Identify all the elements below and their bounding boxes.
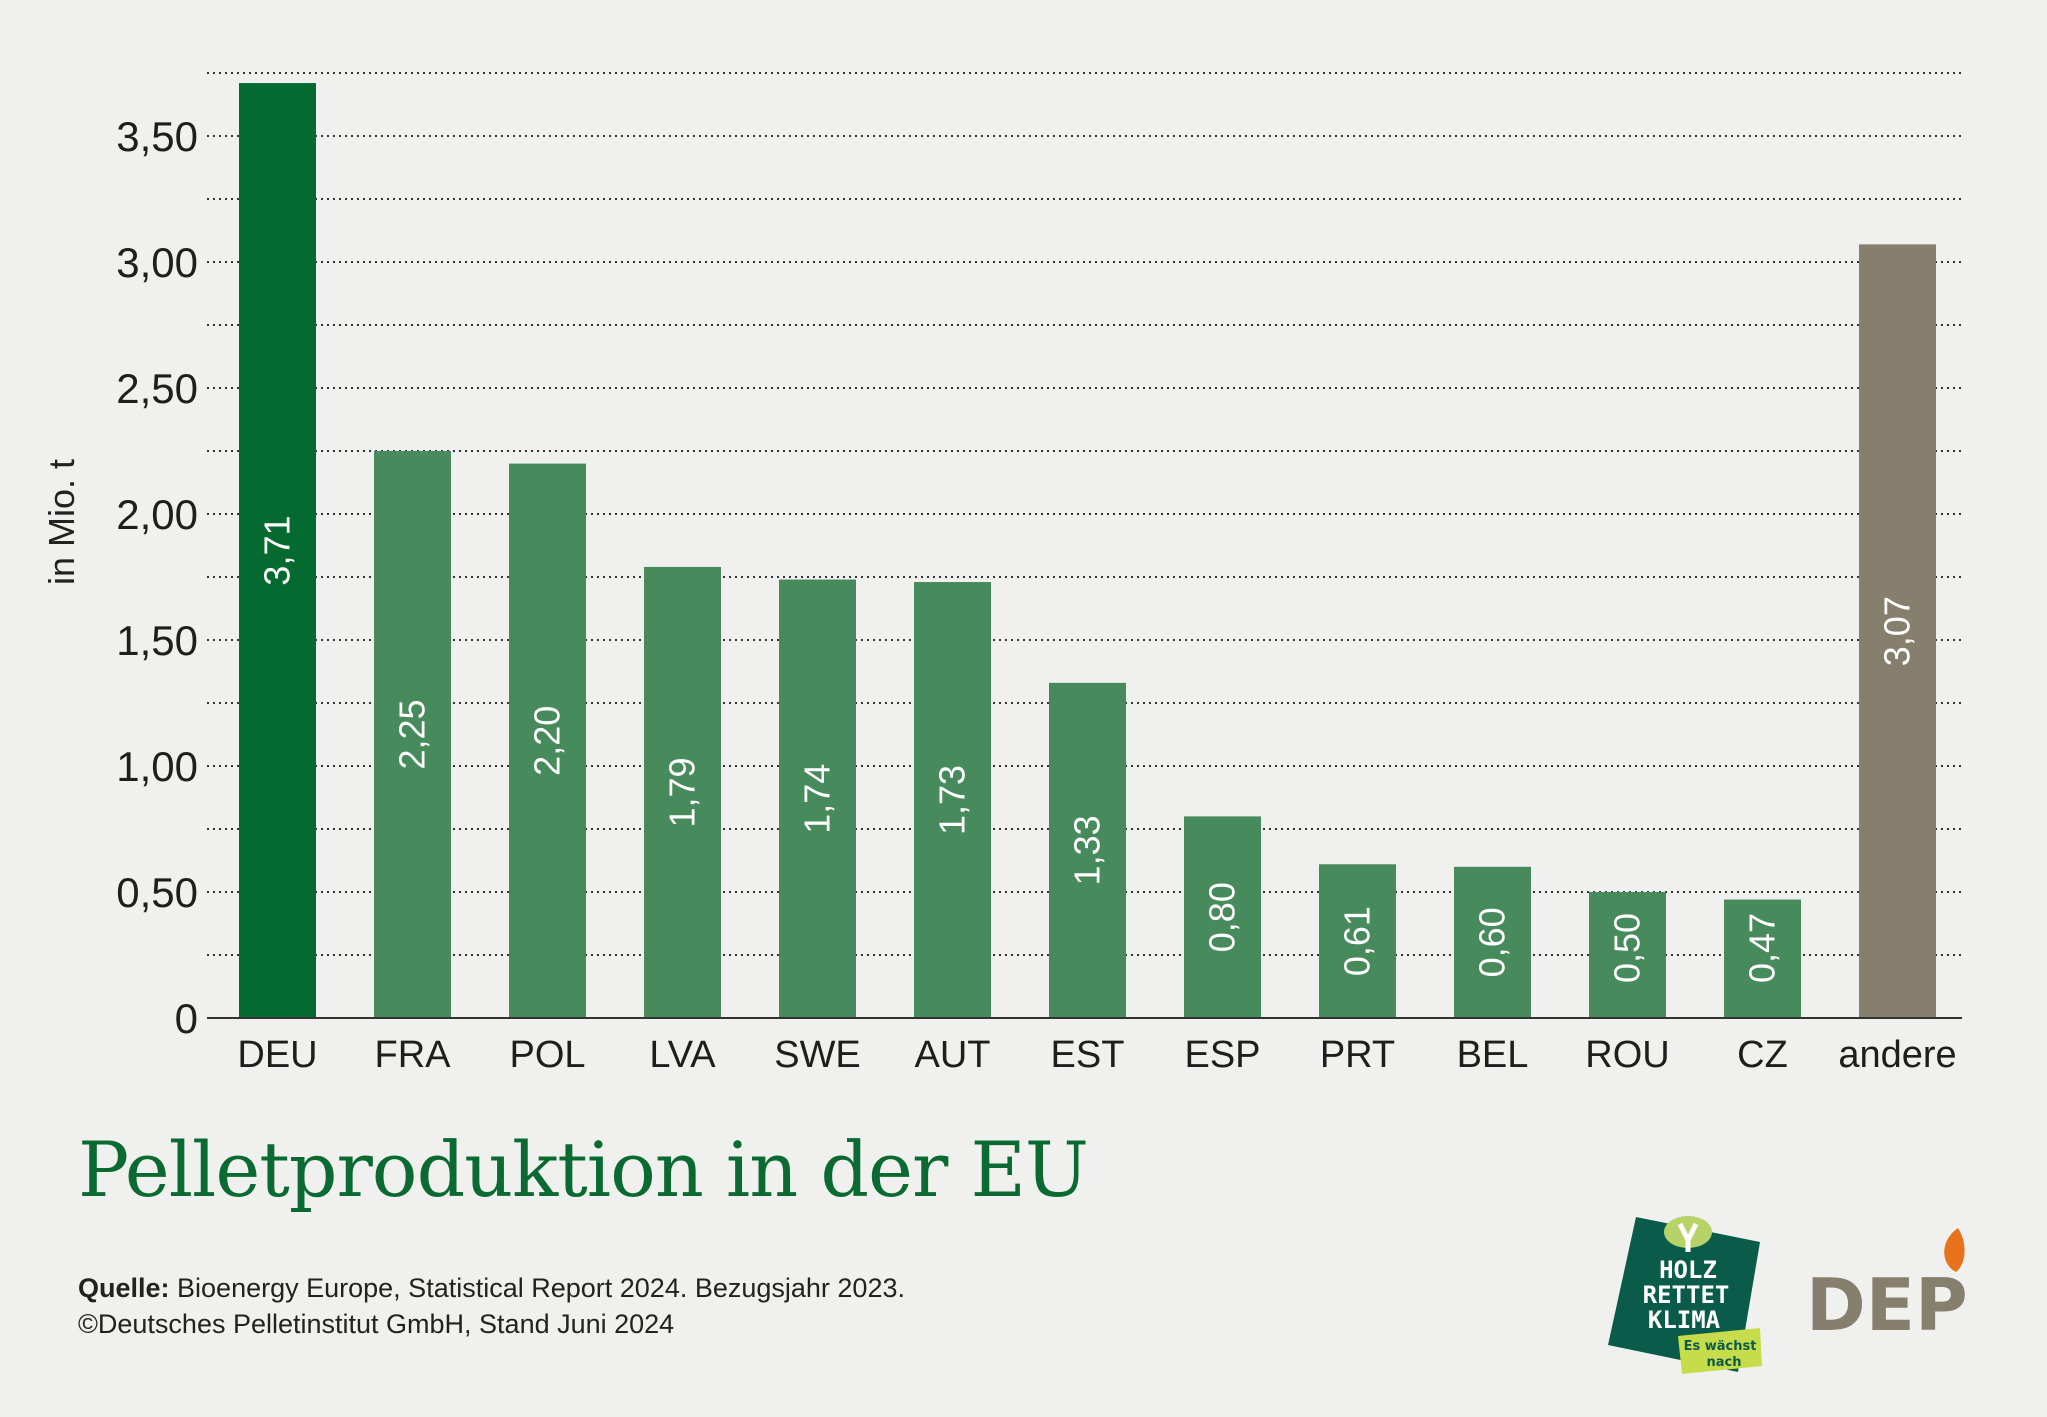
y-axis-label: in Mio. t — [41, 459, 82, 585]
y-tick-label: 0,50 — [116, 869, 198, 916]
x-tick-labels: DEU FRA POL LVA SWE AUT EST ESP PRT BEL ROU CZ ander… — [237, 1034, 1956, 1076]
y-tick-label: 2,50 — [116, 365, 198, 412]
bar-deu — [239, 83, 316, 1018]
x-tick-label: SWE — [774, 1034, 861, 1076]
bar-value-label: 0,60 — [1472, 907, 1513, 977]
logo-holz-tag: nach — [1707, 1355, 1742, 1370]
x-tick-label: PRT — [1320, 1034, 1395, 1076]
bar-value-label: 1,33 — [1067, 815, 1108, 885]
flame-icon — [1944, 1228, 1965, 1272]
bar-value-label: 0,47 — [1742, 913, 1783, 983]
bar-est — [1049, 682, 1126, 1018]
logo-holz-line: RETTET — [1643, 1281, 1730, 1309]
bar-chart: 3,71 2,25 2,20 1,79 1,74 1,73 1,33 0,80 0,61 0,60… — [41, 72, 1962, 1076]
source-label: Quelle: — [78, 1273, 170, 1303]
copyright-text: ©Deutsches Pelletinstitut GmbH, Stand Ju… — [78, 1309, 675, 1339]
bars: 3,71 2,25 2,20 1,79 1,74 1,73 1,33 0,80 0,61 0,60… — [239, 83, 1936, 1019]
x-tick-label: POL — [509, 1034, 585, 1076]
bar-aut — [914, 582, 991, 1018]
chart-title: Pelletproduktion in der EU — [78, 1125, 1089, 1214]
x-tick-label: andere — [1838, 1034, 1956, 1076]
bar-bel — [1454, 866, 1531, 1018]
depi-logo: DEPI — [1806, 1228, 1970, 1340]
bar-value-label: 1,74 — [797, 764, 838, 834]
x-tick-label: AUT — [915, 1034, 991, 1076]
bar-fra — [374, 451, 451, 1018]
depi-wordmark: DEPI — [1806, 1263, 1970, 1340]
x-tick-label: FRA — [375, 1034, 452, 1076]
bar-swe — [779, 579, 856, 1018]
bar-value-label: 0,80 — [1202, 882, 1243, 952]
bar-andere — [1859, 244, 1936, 1019]
x-tick-label: LVA — [649, 1034, 716, 1076]
source-text: Bioenergy Europe, Statistical Report 202… — [169, 1273, 905, 1303]
y-tick-label: 3,50 — [116, 113, 198, 160]
y-tick-label: 1,00 — [116, 743, 198, 790]
x-tick-label: EST — [1051, 1034, 1125, 1076]
x-tick-label: CZ — [1737, 1034, 1788, 1076]
y-tick-labels: 0 0,50 1,00 1,50 2,00 2,50 3,00 3,50 — [116, 113, 198, 1042]
bar-rou — [1589, 892, 1666, 1018]
x-tick-label: ESP — [1184, 1034, 1260, 1076]
x-tick-label: BEL — [1457, 1034, 1529, 1076]
y-tick-label: 2,00 — [116, 491, 198, 538]
bar-value-label: 2,20 — [527, 706, 568, 776]
bar-value-label: 1,73 — [932, 765, 973, 835]
bar-value-label: 3,07 — [1877, 596, 1918, 666]
bar-value-label: 2,25 — [392, 699, 433, 769]
bar-value-label: 3,71 — [257, 516, 298, 586]
bar-lva — [644, 566, 721, 1018]
y-tick-label: 3,00 — [116, 239, 198, 286]
source-note: Quelle: Bioenergy Europe, Statistical Re… — [78, 1270, 905, 1342]
bar-value-label: 1,79 — [662, 757, 703, 827]
holz-rettet-klima-logo: HOLZ RETTET KLIMA Es wächst nach — [1608, 1216, 1762, 1374]
x-tick-label: ROU — [1585, 1034, 1669, 1076]
bar-pol — [509, 463, 586, 1019]
bar-cz — [1724, 899, 1801, 1018]
x-tick-label: DEU — [237, 1034, 317, 1076]
bar-value-label: 0,50 — [1607, 913, 1648, 983]
logo-holz-tag: Es wächst — [1684, 1339, 1757, 1354]
bar-esp — [1184, 816, 1261, 1018]
logo-holz-line: HOLZ — [1659, 1256, 1717, 1284]
y-tick-label: 1,50 — [116, 617, 198, 664]
y-tick-label: 0 — [175, 995, 198, 1042]
bar-prt — [1319, 864, 1396, 1018]
bar-value-label: 0,61 — [1337, 906, 1378, 976]
logo-holz-line: KLIMA — [1648, 1306, 1721, 1334]
